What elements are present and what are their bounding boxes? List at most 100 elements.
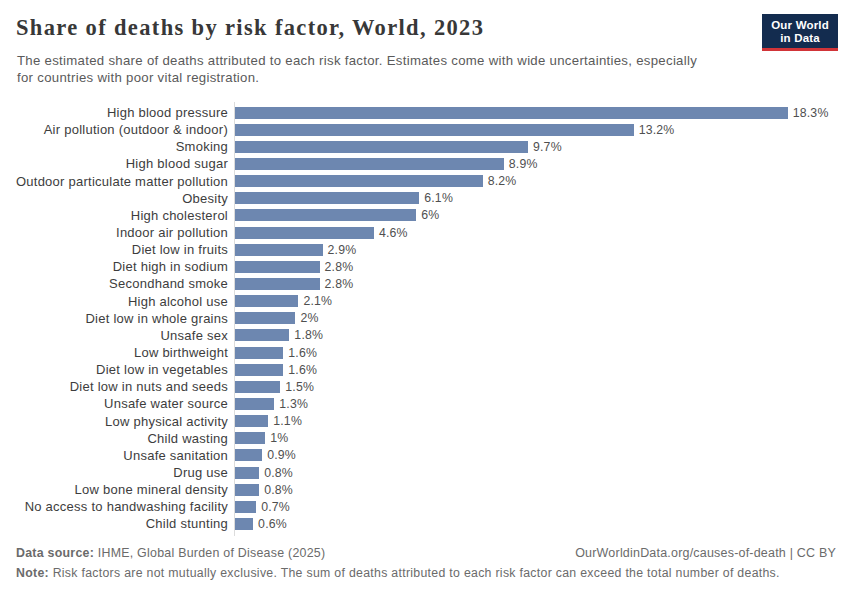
note-text: Risk factors are not mutually exclusive.… <box>49 566 780 580</box>
bar[interactable] <box>235 364 283 376</box>
chart-row: Child wasting1% <box>0 430 829 447</box>
category-label: Diet low in vegetables <box>0 362 232 377</box>
bar[interactable] <box>235 449 262 461</box>
value-label: 8.9% <box>509 157 538 171</box>
chart-subtitle: The estimated share of deaths attributed… <box>17 52 702 86</box>
category-label: High blood sugar <box>0 156 232 171</box>
chart-row: Diet high in sodium2.8% <box>0 258 829 275</box>
value-label: 0.6% <box>258 517 287 531</box>
bar-area: 1.6% <box>232 344 317 361</box>
bar[interactable] <box>235 124 634 136</box>
note-label: Note: <box>16 566 49 580</box>
bar-area: 1.1% <box>232 413 302 430</box>
chart-page: Share of deaths by risk factor, World, 2… <box>0 0 850 600</box>
chart-row: Obesity6.1% <box>0 190 829 207</box>
category-label: High blood pressure <box>0 105 232 120</box>
category-label: Low physical activity <box>0 414 232 429</box>
chart-row: Diet low in nuts and seeds 1.5% <box>0 378 829 395</box>
owid-logo[interactable]: Our World in Data <box>762 14 838 51</box>
bar-area: 2.8% <box>232 275 353 292</box>
bar[interactable] <box>235 518 253 530</box>
chart-row: Unsafe water source1.3% <box>0 395 829 412</box>
bar-area: 9.7% <box>232 138 562 155</box>
value-label: 2.1% <box>303 294 332 308</box>
bar[interactable] <box>235 415 268 427</box>
category-label: Child stunting <box>0 516 232 531</box>
cc-by-line[interactable]: OurWorldinData.org/causes-of-death | CC … <box>575 546 836 560</box>
bar[interactable] <box>235 227 374 239</box>
owid-url[interactable]: OurWorldinData.org/causes-of-death | CC … <box>575 546 836 560</box>
value-label: 0.8% <box>264 483 293 497</box>
bar[interactable] <box>235 381 280 393</box>
value-label: 0.7% <box>261 500 290 514</box>
data-source-line: Data source: IHME, Global Burden of Dise… <box>16 546 325 560</box>
chart-row: Diet low in vegetables 1.6% <box>0 361 829 378</box>
category-label: Obesity <box>0 191 232 206</box>
data-source-label: Data source: <box>16 546 94 560</box>
bar[interactable] <box>235 295 298 307</box>
bar[interactable] <box>235 312 295 324</box>
chart-row: Drug use0.8% <box>0 464 829 481</box>
bar[interactable] <box>235 209 416 221</box>
category-label: High alcohol use <box>0 294 232 309</box>
chart-row: Outdoor particulate matter pollution8.2% <box>0 173 829 190</box>
chart-row: Low bone mineral density 0.8% <box>0 481 829 498</box>
chart-row: Indoor air pollution 4.6% <box>0 224 829 241</box>
bar-area: 2% <box>232 310 319 327</box>
category-label: High cholesterol <box>0 208 232 223</box>
bar-chart: High blood pressure 18.3% Air pollution (o… <box>0 104 829 533</box>
value-label: 1% <box>270 431 288 445</box>
value-label: 9.7% <box>533 140 562 154</box>
bar[interactable] <box>235 158 504 170</box>
bar-area: 1.5% <box>232 378 314 395</box>
bar-area: 0.6% <box>232 515 287 532</box>
bar[interactable] <box>235 432 265 444</box>
value-label: 18.3% <box>793 106 829 120</box>
category-label: Indoor air pollution <box>0 225 232 240</box>
category-label: Air pollution (outdoor & indoor) <box>0 122 232 137</box>
chart-row: No access to handwashing facility 0.7% <box>0 498 829 515</box>
bar[interactable] <box>235 175 483 187</box>
chart-row: High cholesterol6% <box>0 207 829 224</box>
bar[interactable] <box>235 244 323 256</box>
category-label: Diet low in whole grains <box>0 311 232 326</box>
value-label: 1.6% <box>288 363 317 377</box>
value-label: 2.8% <box>325 277 354 291</box>
chart-row: Diet low in whole grains2% <box>0 310 829 327</box>
category-label: Secondhand smoke <box>0 276 232 291</box>
bar-area: 6% <box>232 207 439 224</box>
bar[interactable] <box>235 501 256 513</box>
value-label: 4.6% <box>379 226 408 240</box>
category-label: Unsafe sanitation <box>0 448 232 463</box>
category-label: Diet low in nuts and seeds <box>0 379 232 394</box>
bar-area: 6.1% <box>232 190 453 207</box>
bar[interactable] <box>235 261 320 273</box>
category-label: Smoking <box>0 139 232 154</box>
chart-row: High blood pressure 18.3% <box>0 104 829 121</box>
category-label: Diet low in fruits <box>0 242 232 257</box>
value-label: 1.5% <box>285 380 314 394</box>
category-label: Drug use <box>0 465 232 480</box>
bar[interactable] <box>235 107 788 119</box>
bar[interactable] <box>235 347 283 359</box>
bar[interactable] <box>235 398 274 410</box>
value-label: 1.6% <box>288 346 317 360</box>
bar-area: 2.9% <box>232 241 356 258</box>
category-label: Low bone mineral density <box>0 482 232 497</box>
bar[interactable] <box>235 141 528 153</box>
bar-area: 1.8% <box>232 327 323 344</box>
bar-area: 2.1% <box>232 293 332 310</box>
bar-area: 8.9% <box>232 155 538 172</box>
bar-area: 4.6% <box>232 224 408 241</box>
chart-row: High blood sugar 8.9% <box>0 155 829 172</box>
bar-area: 2.8% <box>232 258 353 275</box>
bar[interactable] <box>235 278 320 290</box>
bar[interactable] <box>235 484 259 496</box>
bar[interactable] <box>235 329 289 341</box>
bar[interactable] <box>235 192 419 204</box>
bar[interactable] <box>235 467 259 479</box>
category-label: No access to handwashing facility <box>0 499 232 514</box>
value-label: 1.8% <box>294 328 323 342</box>
note-line: Note: Risk factors are not mutually excl… <box>16 566 780 580</box>
category-label: Unsafe sex <box>0 328 232 343</box>
